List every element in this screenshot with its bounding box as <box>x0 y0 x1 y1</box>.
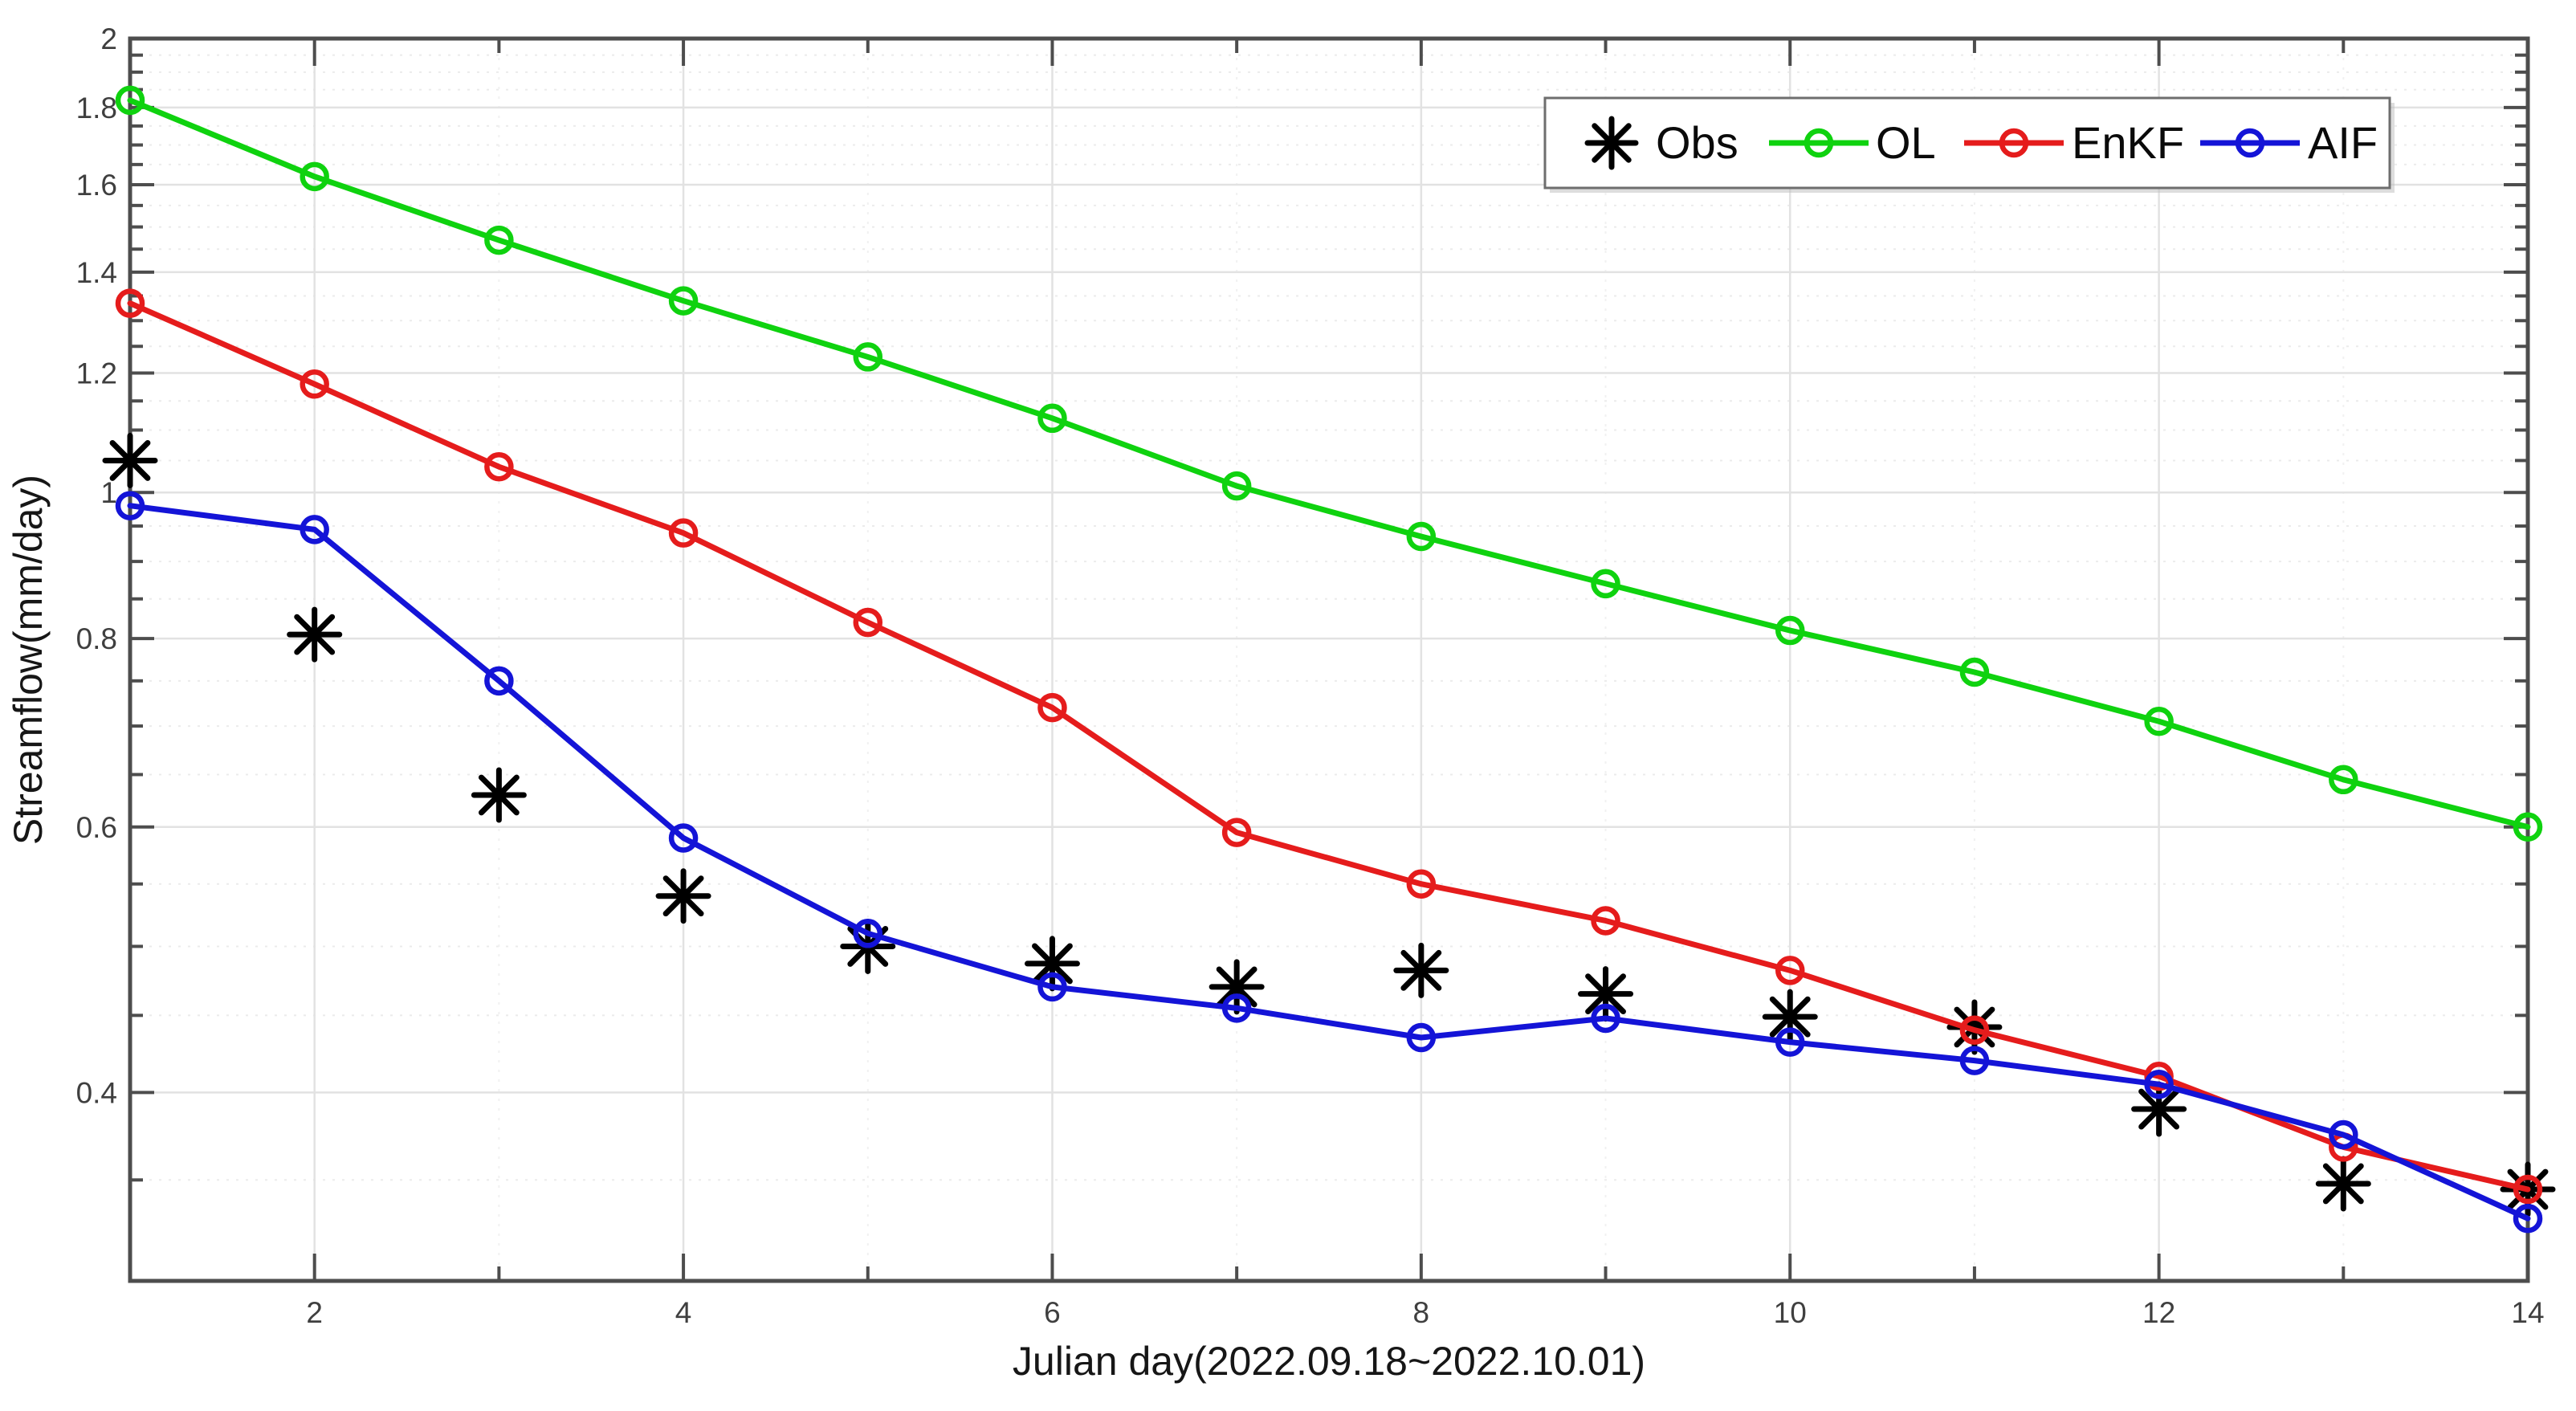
enkf-circle-marker <box>1037 692 1067 723</box>
obs-asterisk-marker <box>1209 959 1265 1015</box>
enkf-circle-marker <box>1959 1015 1990 1045</box>
aif-circle-marker <box>300 515 329 544</box>
ol-circle-marker <box>484 225 514 255</box>
enkf-circle-marker <box>300 369 329 399</box>
x-axis-label: Julian day(2022.09.18~2022.10.01) <box>1013 1339 1645 1384</box>
x-tick-label: 10 <box>1774 1296 1807 1329</box>
ol-circle-marker <box>1221 471 1252 501</box>
x-tick-label: 8 <box>1413 1296 1430 1329</box>
legend-label-ol: OL <box>1876 117 1936 168</box>
series-aif <box>115 491 2543 1234</box>
ol-circle-marker <box>2513 812 2543 842</box>
ol-circle-marker <box>115 85 145 116</box>
enkf-circle-marker <box>1221 818 1252 847</box>
legend: Obs OL EnKF AIF <box>1543 96 2395 193</box>
aif-circle-marker <box>2513 1204 2543 1234</box>
obs-asterisk-marker <box>2315 1156 2371 1212</box>
enkf-circle-marker <box>484 451 514 482</box>
obs-asterisk-marker <box>102 432 158 488</box>
x-tick-label: 14 <box>2511 1296 2544 1329</box>
enkf-circle-marker <box>1591 906 1620 936</box>
enkf-circle-marker <box>1406 869 1437 899</box>
series-enkf <box>115 288 2543 1205</box>
legend-obs-asterisk-icon <box>1584 116 1639 170</box>
obs-asterisk-marker <box>655 868 711 924</box>
ol-circle-marker <box>853 342 883 372</box>
x-tick-label: 12 <box>2142 1296 2175 1329</box>
aif-circle-marker <box>1959 1046 1990 1075</box>
ol-circle-marker <box>2329 765 2358 795</box>
y-tick-label: 1.8 <box>76 92 117 124</box>
ol-circle-marker <box>300 161 329 192</box>
aif-line <box>127 503 2531 1221</box>
aif-circle-marker <box>1406 1022 1437 1053</box>
enkf-circle-marker <box>2513 1174 2543 1205</box>
obs-asterisk-marker <box>1024 936 1080 992</box>
ol-line <box>127 97 2531 830</box>
obs-asterisk-marker <box>471 767 527 823</box>
y-tick-label: 0.8 <box>76 622 117 655</box>
legend-item-obs: Obs <box>1584 116 1738 170</box>
series-layer <box>102 85 2556 1234</box>
obs-asterisk-marker <box>1393 942 1449 998</box>
ol-circle-marker <box>1406 521 1437 552</box>
obs-asterisk-marker <box>2131 1081 2187 1137</box>
aif-circle-marker <box>484 666 514 696</box>
enkf-circle-marker <box>1775 956 1805 985</box>
y-tick-label: 1.6 <box>76 169 117 202</box>
aif-circle-marker <box>1775 1027 1805 1057</box>
aif-circle-marker <box>1037 972 1067 1002</box>
x-tick-label: 2 <box>306 1296 323 1329</box>
legend-label-aif: AIF <box>2308 117 2378 168</box>
aif-circle-marker <box>2329 1119 2358 1150</box>
enkf-circle-marker <box>115 288 145 318</box>
series-ol <box>115 85 2543 842</box>
aif-circle-marker <box>1221 993 1252 1023</box>
plot-frame <box>128 36 2530 1283</box>
aif-circle-marker <box>115 491 145 520</box>
ol-circle-marker <box>668 286 699 316</box>
legend-item-ol: OL <box>1769 117 1936 168</box>
y-tick-label: 1.4 <box>76 256 117 289</box>
legend-label-obs: Obs <box>1656 117 1738 168</box>
enkf-circle-marker <box>668 518 699 548</box>
ol-circle-marker <box>1591 569 1620 599</box>
obs-asterisk-marker <box>1578 966 1634 1022</box>
y-tick-label: 2 <box>100 22 117 55</box>
y-tick-label: 1 <box>100 476 117 509</box>
ol-circle-marker <box>1037 403 1067 434</box>
x-tick-label: 4 <box>675 1296 692 1329</box>
ol-circle-marker <box>1775 615 1805 646</box>
y-axis-label: Streamflow(mm/day) <box>6 475 51 845</box>
obs-asterisk-marker <box>287 606 343 663</box>
enkf-circle-marker <box>853 607 883 638</box>
x-tick-label: 6 <box>1044 1296 1061 1329</box>
legend-label-enkf: EnKF <box>2072 117 2184 168</box>
legend-circle-icon <box>1999 128 2029 158</box>
aif-circle-marker <box>1591 1003 1620 1034</box>
aif-circle-marker <box>853 919 883 948</box>
enkf-line <box>127 300 2531 1193</box>
legend-circle-icon <box>2235 128 2265 158</box>
ol-circle-marker <box>2144 707 2174 736</box>
obs-asterisk-marker <box>1762 989 1818 1045</box>
aif-circle-marker <box>668 823 699 853</box>
series-obs <box>102 432 2556 1217</box>
legend-item-enkf: EnKF <box>1964 117 2184 168</box>
aif-circle-marker <box>2144 1070 2174 1099</box>
y-tick-label: 1.2 <box>76 357 117 390</box>
legend-circle-icon <box>1804 128 1834 158</box>
legend-item-aif: AIF <box>2200 117 2378 168</box>
y-tick-label: 0.6 <box>76 811 117 844</box>
ol-circle-marker <box>1959 657 1990 687</box>
y-tick-label: 0.4 <box>76 1076 117 1109</box>
axes-frame-layer: 2 1.8 1.6 1.4 1.2 1 0.8 0.6 0.4 2 4 6 8 10 12 14 <box>76 22 2545 1329</box>
